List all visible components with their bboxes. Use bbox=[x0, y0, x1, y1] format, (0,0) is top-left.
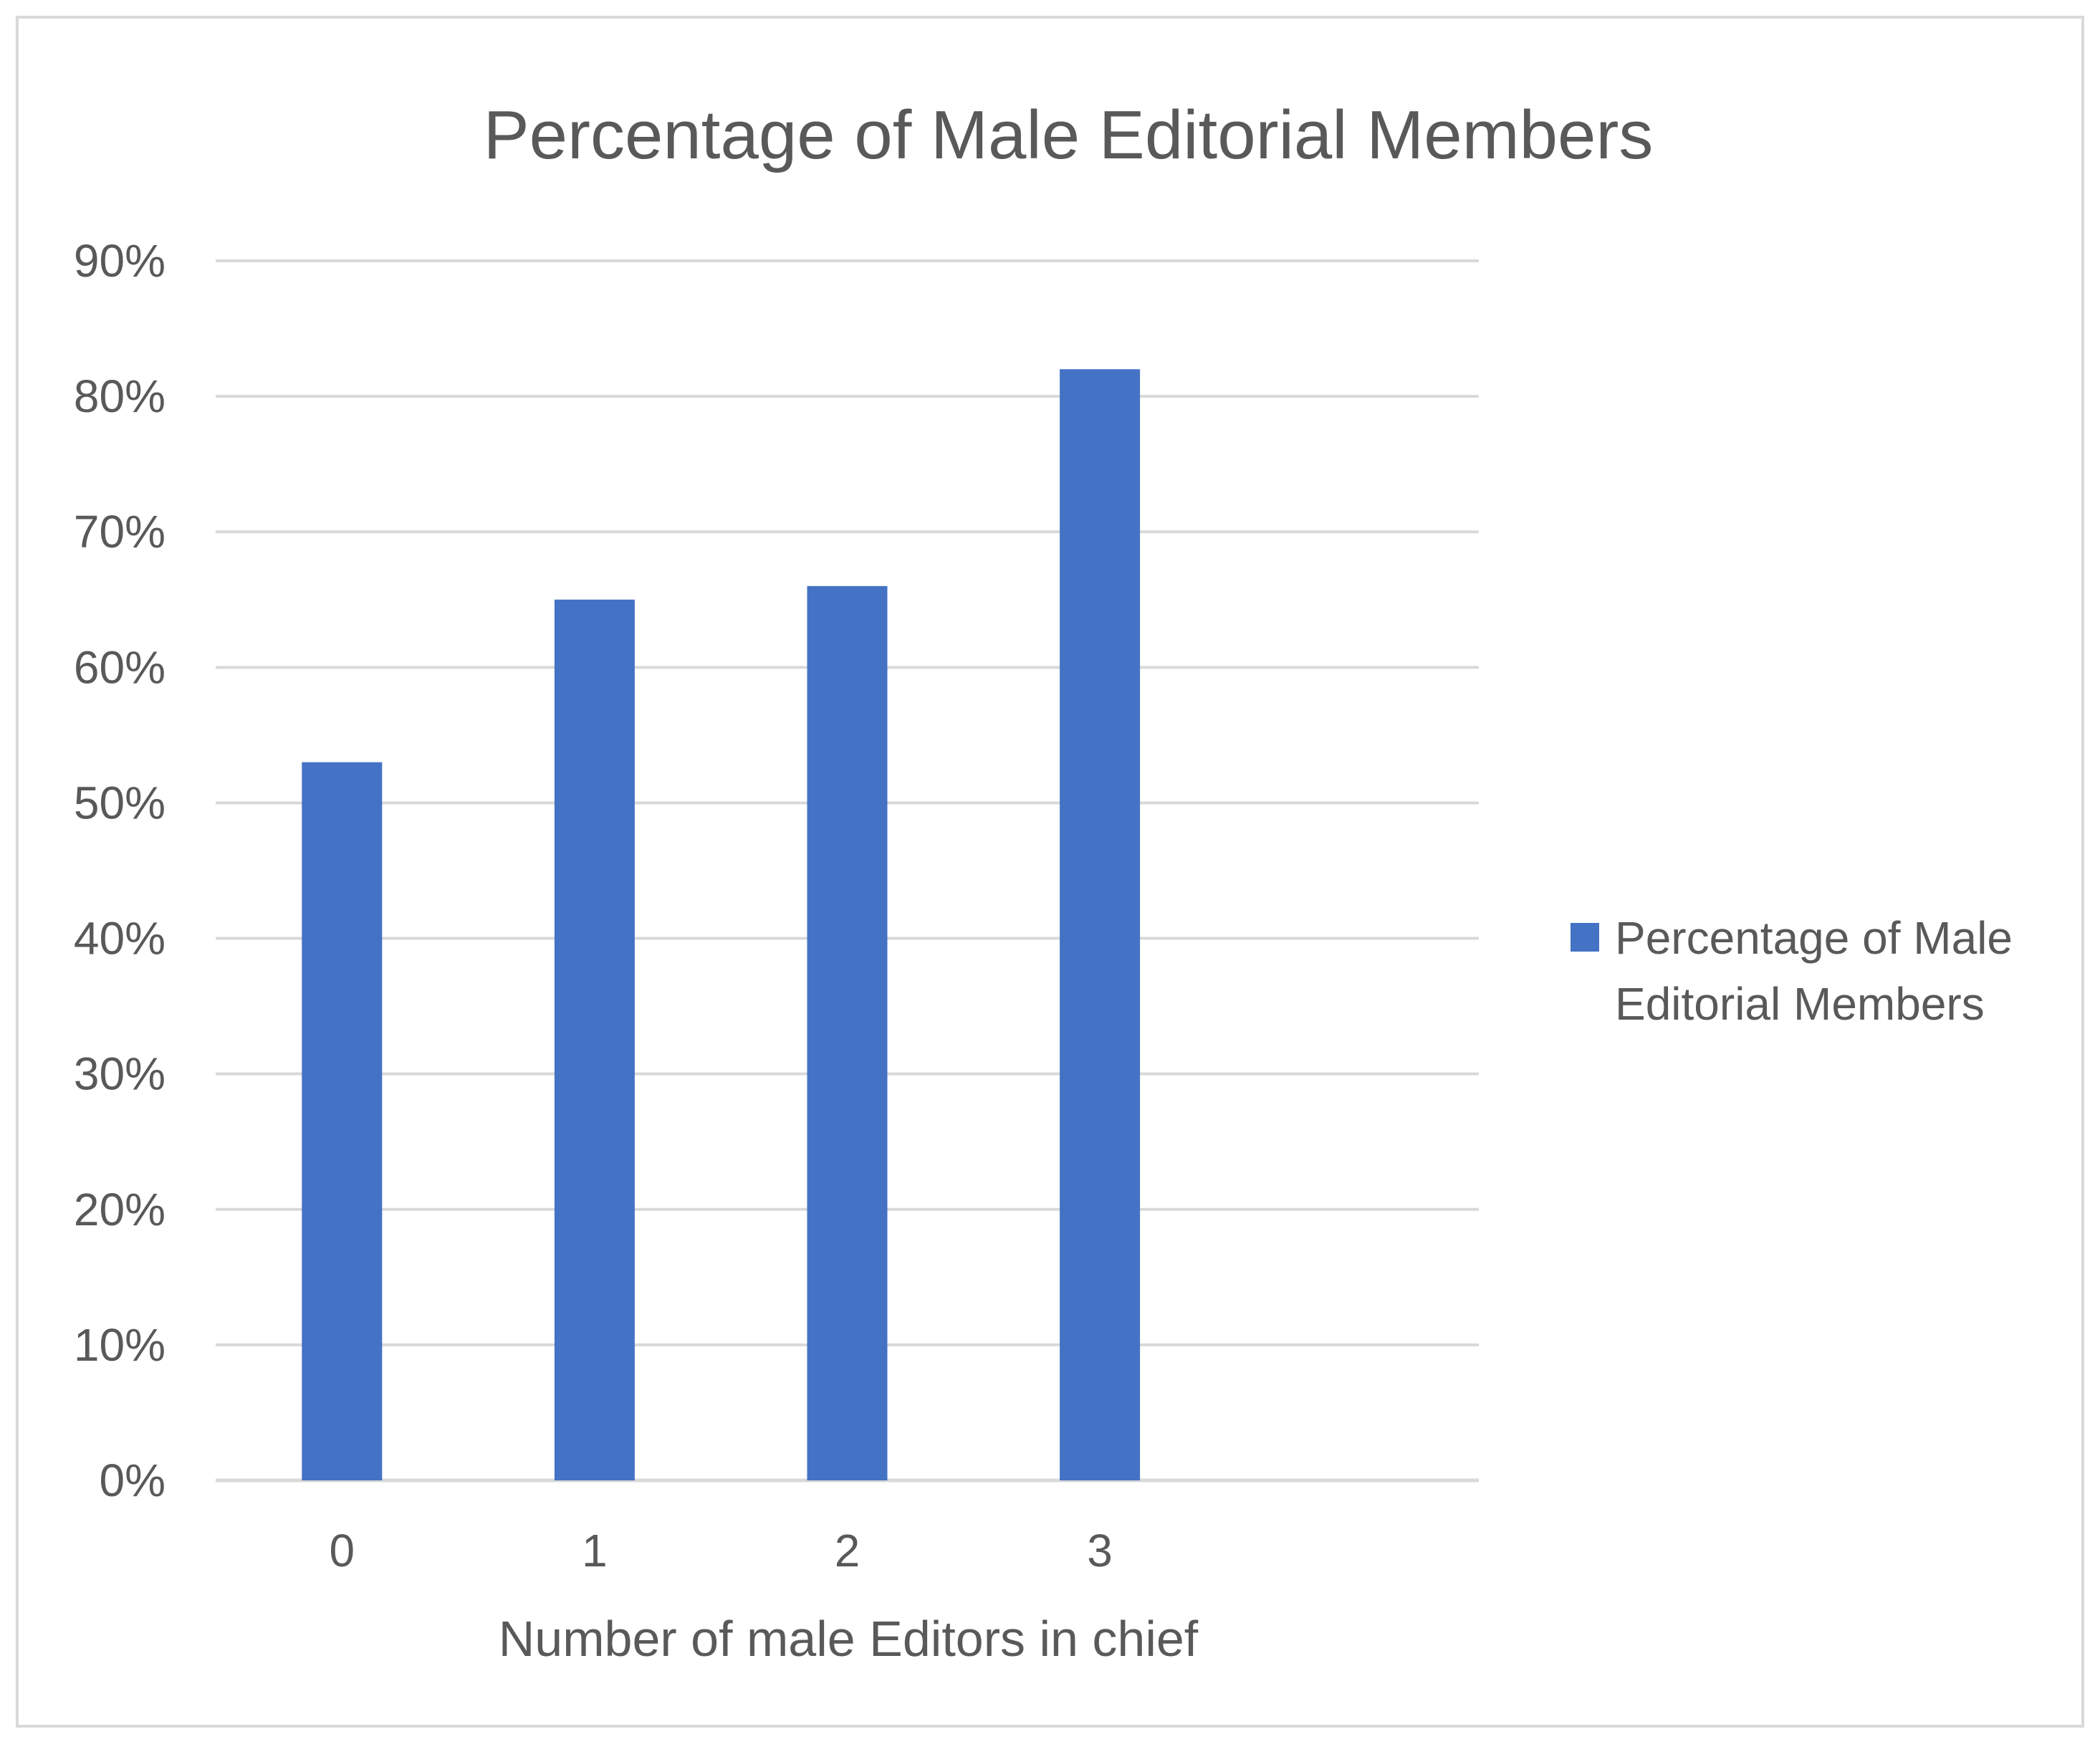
x-tick-label: 3 bbox=[1087, 1525, 1113, 1576]
y-tick-label: 90% bbox=[74, 235, 166, 287]
y-tick-label: 30% bbox=[74, 1048, 166, 1100]
x-axis-title: Number of male Editors in chief bbox=[499, 1611, 1199, 1667]
legend-label-line-1: Percentage of Male bbox=[1615, 912, 2013, 964]
y-tick-label: 0% bbox=[100, 1455, 166, 1506]
legend: Percentage of Male Editorial Members bbox=[1571, 912, 2013, 1030]
y-tick-label: 60% bbox=[74, 641, 166, 693]
bar-chart: 0% 10% 20% 30% 40% 50% 60% 70% 80% 90% 0 1 2 3 Percen… bbox=[74, 97, 2013, 1667]
y-tick-label: 80% bbox=[74, 370, 166, 422]
legend-label-line-2: Editorial Members bbox=[1615, 978, 1985, 1030]
axis-labels: 0% 10% 20% 30% 40% 50% 60% 70% 80% 90% 0 1 2 3 bbox=[74, 235, 1113, 1576]
y-tick-label: 50% bbox=[74, 777, 166, 828]
bar-3 bbox=[1060, 369, 1141, 1481]
y-tick-label: 40% bbox=[74, 913, 166, 964]
y-tick-label: 70% bbox=[74, 506, 166, 557]
bars bbox=[302, 369, 1141, 1481]
chart-frame: 0% 10% 20% 30% 40% 50% 60% 70% 80% 90% 0 1 2 3 Percen… bbox=[16, 16, 2084, 1728]
bar-2 bbox=[807, 585, 888, 1480]
x-tick-label: 1 bbox=[582, 1525, 608, 1576]
chart-title: Percentage of Male Editorial Members bbox=[484, 97, 1654, 173]
bar-1 bbox=[554, 599, 635, 1480]
x-tick-label: 0 bbox=[330, 1525, 355, 1576]
y-tick-label: 20% bbox=[74, 1184, 166, 1235]
bar-0 bbox=[302, 762, 383, 1480]
legend-swatch bbox=[1571, 923, 1599, 952]
y-tick-label: 10% bbox=[74, 1319, 166, 1371]
x-tick-label: 2 bbox=[835, 1525, 860, 1576]
